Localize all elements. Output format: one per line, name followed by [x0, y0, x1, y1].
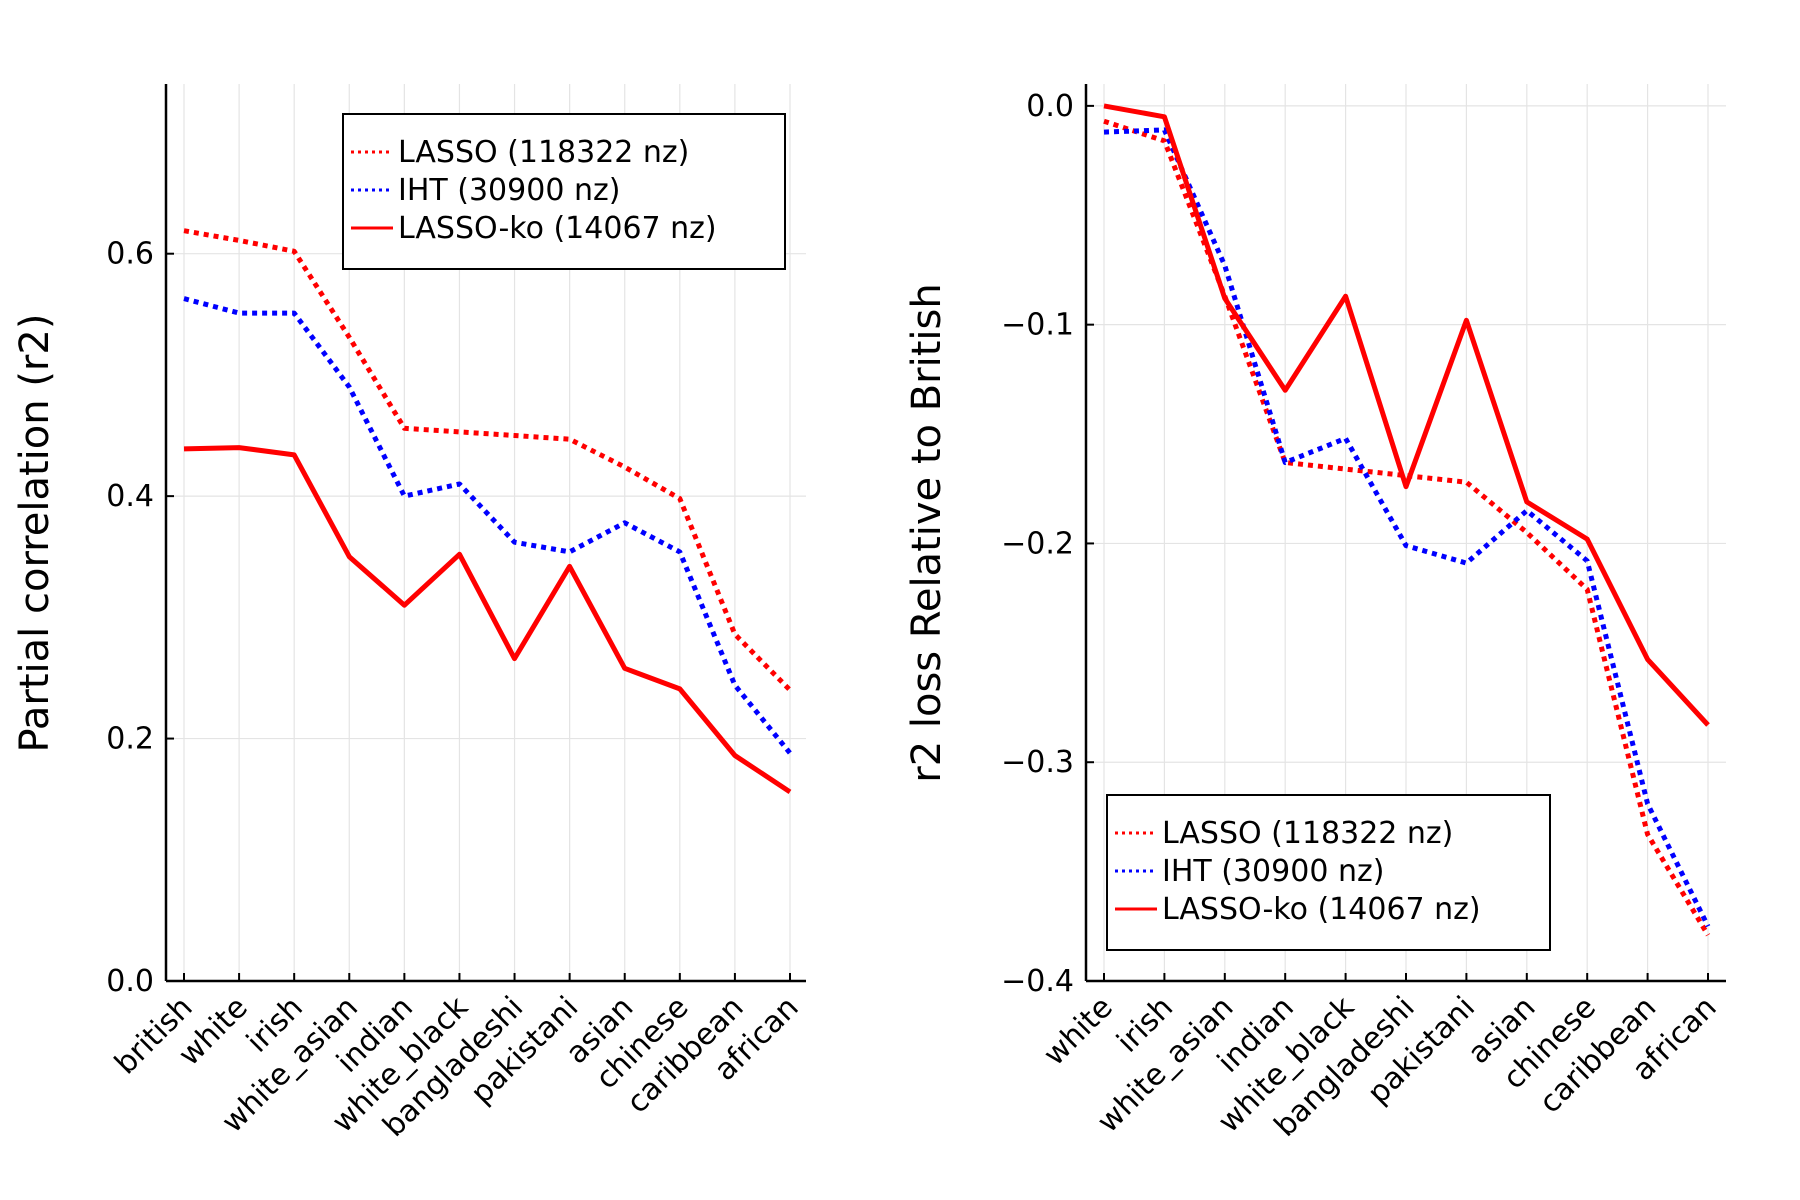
y-tick-label: −0.3 — [1001, 745, 1074, 780]
legend-box — [342, 113, 786, 270]
y-tick-label: −0.2 — [1001, 526, 1074, 561]
legend-label: LASSO (118322 nz) — [398, 135, 689, 170]
legend-label: IHT (30900 nz) — [398, 173, 620, 208]
series-line-0 — [183, 228, 792, 692]
series-line-1 — [1103, 127, 1711, 928]
x-tick-label: white — [1037, 990, 1120, 1073]
y-tick-label: 0.2 — [106, 722, 154, 757]
y-tick-label: −0.4 — [1001, 964, 1074, 999]
y-tick-label: 0.6 — [106, 237, 154, 272]
legend: LASSO (118322 nz)IHT (30900 nz)LASSO-ko … — [342, 113, 786, 270]
y-tick-label: 0.0 — [1026, 89, 1074, 124]
y-tick-label: 0.0 — [106, 964, 154, 999]
y-axis-title: Partial correlation (r2) — [12, 314, 58, 753]
legend-label: LASSO-ko (14067 nz) — [398, 211, 717, 246]
y-tick-label: 0.4 — [106, 479, 154, 514]
right-chart-panel: 0.0−0.1−0.2−0.3−0.4whiteirishwhite_asian… — [904, 84, 1726, 1144]
y-axis-title: r2 loss Relative to British — [904, 283, 950, 782]
legend-label: IHT (30900 nz) — [1162, 854, 1384, 889]
legend-label: LASSO-ko (14067 nz) — [1162, 892, 1481, 927]
legend-box — [1106, 794, 1551, 951]
left-chart-panel: 0.00.20.40.6britishwhiteirishwhite_asian… — [12, 84, 806, 1144]
legend: LASSO (118322 nz)IHT (30900 nz)LASSO-ko … — [1106, 794, 1551, 951]
legend-label: LASSO (118322 nz) — [1162, 816, 1453, 851]
series-line-2 — [1103, 103, 1710, 727]
series-line-1 — [183, 296, 792, 755]
series-line-2 — [183, 445, 792, 794]
y-tick-label: −0.1 — [1001, 308, 1074, 343]
